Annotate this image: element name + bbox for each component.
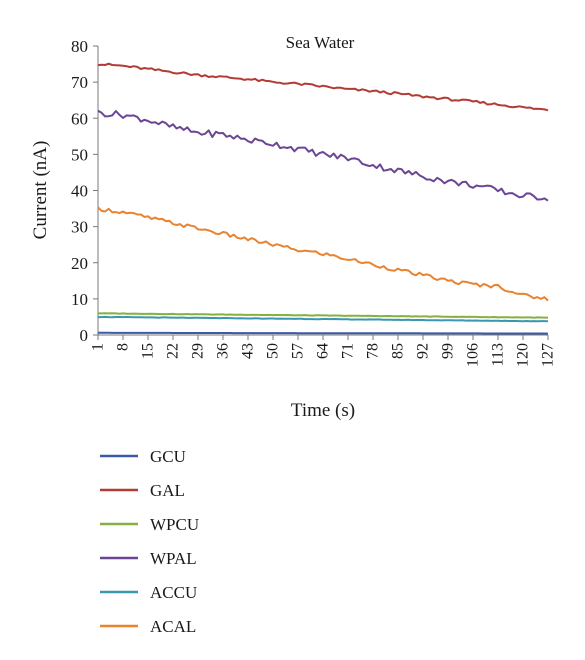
series-line-gal (97, 62, 549, 112)
series-line-wpcu (98, 312, 548, 319)
x-tick-label: 99 (440, 343, 457, 359)
x-tick-label: 29 (190, 343, 207, 359)
legend-label-acal: ACAL (150, 617, 196, 636)
x-tick-label: 78 (365, 343, 382, 359)
y-axis-label: Current (nA) (30, 141, 51, 240)
y-tick-label: 20 (71, 254, 88, 273)
x-tick-label: 15 (140, 343, 157, 359)
legend-label-gal: GAL (150, 481, 185, 500)
x-tick-label: 57 (290, 343, 307, 359)
x-tick-label: 120 (515, 343, 532, 367)
x-tick-label: 36 (215, 343, 232, 359)
x-tick-label: 8 (115, 343, 132, 351)
plot-area: 0 10 20 30 40 50 60 70 80 1 8 15 22 29 36 43 50 57 64 71 78 8… (71, 37, 557, 367)
y-tick-label: 60 (71, 109, 88, 128)
legend-label-accu: ACCU (150, 583, 197, 602)
legend: GCU GAL WPCU WPAL ACCU ACAL (100, 447, 199, 636)
y-tick-label: 80 (71, 37, 88, 56)
legend-label-wpcu: WPCU (150, 515, 199, 534)
series-line-acal (97, 206, 549, 302)
x-tick-label: 64 (315, 343, 332, 359)
series-line-wpal (97, 109, 549, 202)
x-tick-label: 92 (415, 343, 432, 359)
x-tick-label: 127 (540, 343, 557, 367)
legend-label-wpal: WPAL (150, 549, 197, 568)
x-tick-label: 71 (340, 343, 357, 359)
legend-label-gcu: GCU (150, 447, 186, 466)
series-line-gcu (98, 331, 549, 335)
y-tick-label: 30 (71, 218, 88, 237)
y-tick-label: 0 (80, 326, 89, 345)
x-tick-label: 106 (465, 343, 482, 367)
x-tick-label: 113 (490, 343, 507, 366)
series-line-accu (98, 315, 549, 323)
y-tick-label: 50 (71, 145, 88, 164)
y-tick-label: 40 (71, 182, 88, 201)
chart-title: Sea Water (286, 33, 355, 52)
y-tick-label: 70 (71, 73, 88, 92)
x-tick-label: 43 (240, 343, 257, 359)
x-axis-label: Time (s) (291, 400, 355, 421)
x-tick-label: 22 (165, 343, 182, 359)
x-tick-label: 85 (390, 343, 407, 359)
y-tick-label: 10 (71, 290, 88, 309)
x-tick-label: 1 (90, 343, 107, 351)
x-tick-label: 50 (265, 343, 282, 359)
